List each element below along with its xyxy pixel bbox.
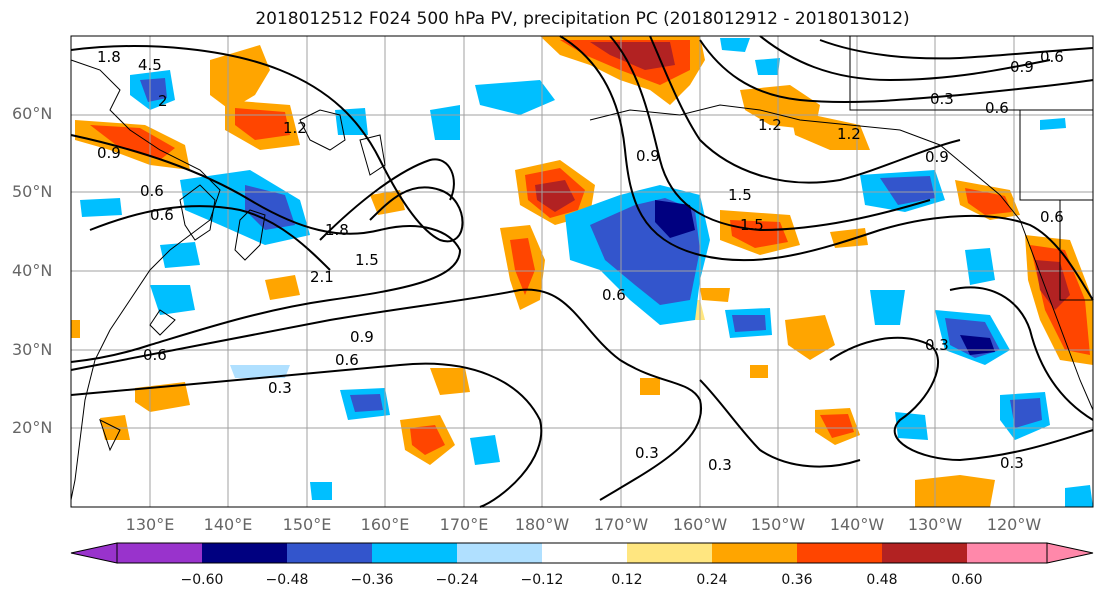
lon-label: 150°E <box>282 515 332 534</box>
negative-precip-shading <box>80 38 1093 507</box>
lon-label: 170°W <box>593 515 649 534</box>
contour-label: 0.3 <box>930 90 954 108</box>
contour-label: 2.1 <box>310 268 334 286</box>
contour-label: 0.6 <box>335 351 359 369</box>
colorbar-segment <box>542 543 627 563</box>
pv-contours <box>70 35 1094 508</box>
contour-label: 2 <box>158 92 168 110</box>
contour-label: 0.3 <box>708 456 732 474</box>
colorbar-segment <box>287 543 372 563</box>
lat-label: 30°N <box>12 340 53 359</box>
lon-label: 120°W <box>986 515 1042 534</box>
contour-label: 0.6 <box>1040 208 1064 226</box>
colorbar-tick: −0.36 <box>350 572 394 588</box>
colorbar-tick: 0.12 <box>611 572 643 588</box>
colorbar-tick: −0.48 <box>265 572 309 588</box>
contour-label: 0.6 <box>985 99 1009 117</box>
lon-label: 140°E <box>203 515 253 534</box>
contour-label: 0.3 <box>268 379 292 397</box>
contour-label: 1.5 <box>740 216 764 234</box>
contour-label: 0.6 <box>602 286 626 304</box>
contour-label: 4.5 <box>138 56 162 74</box>
lon-label: 160°W <box>672 515 728 534</box>
colorbar-tick: 0.24 <box>696 572 728 588</box>
colorbar-segment <box>882 543 967 563</box>
colorbar-segment <box>457 543 542 563</box>
lon-label: 180°W <box>514 515 570 534</box>
lon-label: 150°W <box>750 515 806 534</box>
contour-label: 1.8 <box>325 221 349 239</box>
contour-label: 0.9 <box>1010 58 1034 76</box>
colorbar-segment <box>712 543 797 563</box>
contour-label: 0.9 <box>925 148 949 166</box>
lon-label: 160°E <box>360 515 410 534</box>
contour-label: 0.9 <box>636 147 660 165</box>
map-frame <box>70 35 1094 508</box>
lat-label: 20°N <box>12 418 53 437</box>
contour-label: 1.2 <box>837 125 861 143</box>
contour-label: 1.8 <box>97 48 121 66</box>
contour-label: 0.3 <box>925 336 949 354</box>
colorbar <box>70 542 1094 564</box>
lon-label: 140°W <box>829 515 885 534</box>
contour-label: 0.3 <box>1000 454 1024 472</box>
contour-label: 1.5 <box>728 186 752 204</box>
lat-label: 40°N <box>12 261 53 280</box>
map-title: 2018012512 F024 500 hPa PV, precipitatio… <box>255 9 910 29</box>
colorbar-segment <box>967 543 1047 563</box>
graticule <box>71 36 1093 507</box>
colorbar-low-extend <box>70 542 118 564</box>
contour-label: 0.6 <box>140 182 164 200</box>
colorbar-high-extend <box>1046 542 1094 564</box>
contour-label: 0.6 <box>143 346 167 364</box>
contour-label: 0.6 <box>150 206 174 224</box>
contour-label: 1.2 <box>283 119 307 137</box>
lon-label: 130°E <box>125 515 175 534</box>
lon-label: 130°W <box>907 515 963 534</box>
colorbar-outline <box>116 542 1048 564</box>
colorbar-tick: −0.24 <box>435 572 479 588</box>
colorbar-tick: −0.12 <box>520 572 564 588</box>
contour-label: 0.6 <box>1040 48 1064 66</box>
colorbar-segment <box>372 543 457 563</box>
lat-label: 50°N <box>12 182 53 201</box>
colorbar-segment <box>117 543 202 563</box>
colorbar-segment <box>797 543 882 563</box>
colorbar-tick: −0.60 <box>180 572 224 588</box>
contour-label: 0.9 <box>97 144 121 162</box>
contour-label: 1.2 <box>758 116 782 134</box>
contour-label: 0.3 <box>635 444 659 462</box>
contour-labels: 1.8 4.5 2 1.2 0.9 0.6 1.8 2.1 1.5 0.9 0.… <box>97 48 1064 474</box>
colorbar-tick: 0.60 <box>951 572 983 588</box>
lon-label: 170°E <box>439 515 489 534</box>
colorbar-segment <box>202 543 287 563</box>
contour-label: 0.9 <box>350 328 374 346</box>
colorbar-tick: 0.36 <box>781 572 813 588</box>
contour-label: 1.5 <box>355 251 379 269</box>
colorbar-tick: 0.48 <box>866 572 898 588</box>
colorbar-segment <box>627 543 712 563</box>
lat-label: 60°N <box>12 104 53 123</box>
